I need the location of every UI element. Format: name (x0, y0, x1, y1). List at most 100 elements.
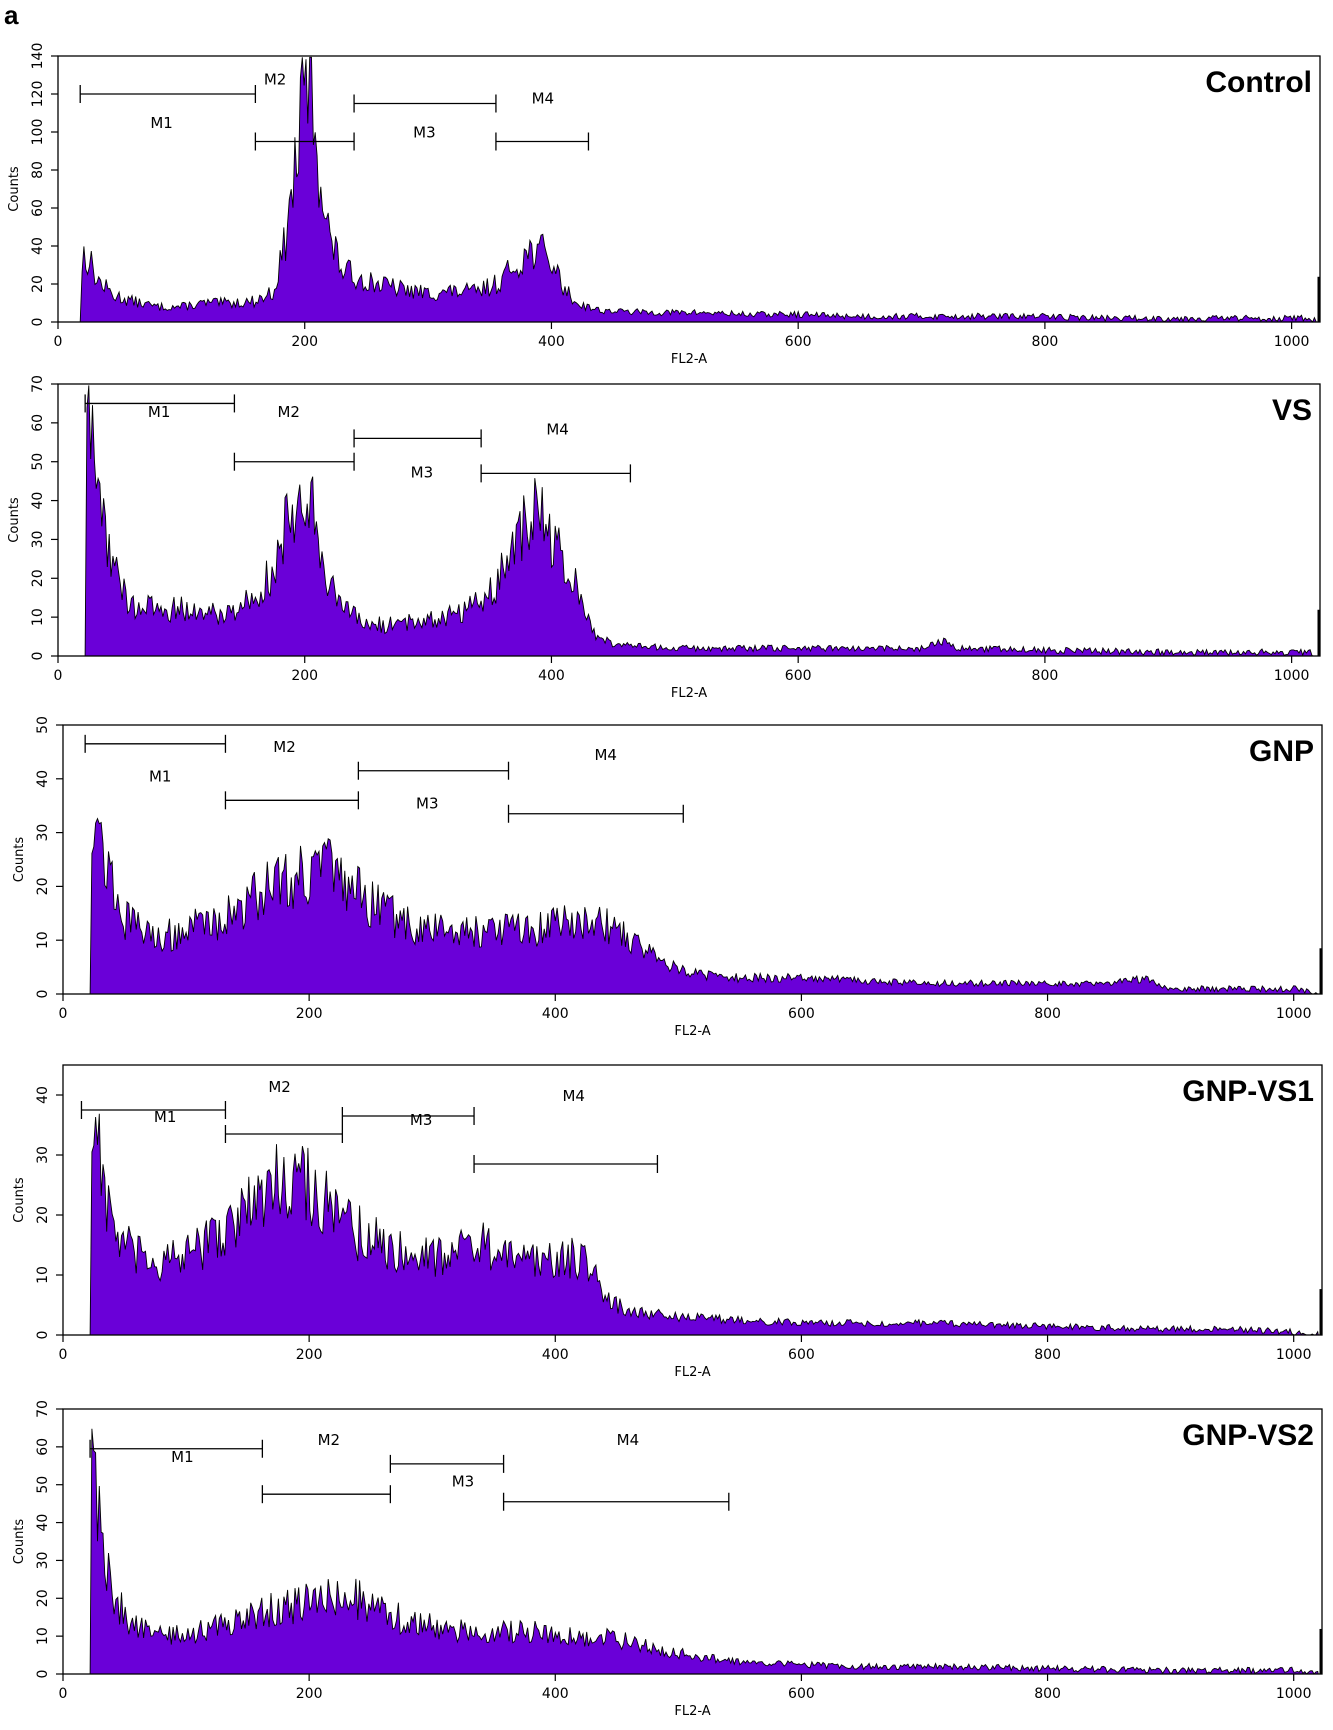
gate-marker-m1: M1 (84, 734, 227, 785)
gate-label: M3 (413, 124, 436, 142)
y-tick-label: 70 (30, 375, 46, 393)
x-tick-label: 0 (54, 668, 63, 684)
gate-marker-m3: M3 (389, 1454, 505, 1491)
y-tick-label: 20 (35, 1589, 51, 1607)
plot-frame (62, 724, 1323, 995)
x-tick-label: 200 (291, 668, 318, 684)
x-tick-label: 200 (296, 1006, 323, 1022)
y-axis-title: Counts (7, 497, 22, 543)
histogram-area (79, 56, 1317, 323)
x-axis-title: FL2-A (674, 1704, 710, 1719)
x-tick-label: 200 (291, 334, 318, 350)
gate-marker-m2: M2 (224, 1078, 344, 1143)
histogram-area (89, 817, 1319, 995)
sample-title: VS (1272, 394, 1312, 427)
x-tick-label: 400 (538, 334, 565, 350)
x-tick-label: 1000 (1276, 1686, 1312, 1702)
y-tick-label: 40 (30, 237, 46, 255)
gate-label: M1 (148, 403, 171, 421)
gate-label: M3 (411, 463, 434, 481)
x-axis-title: FL2-A (671, 686, 707, 701)
x-tick-label: 1000 (1274, 668, 1310, 684)
x-tick-label: 600 (788, 1347, 815, 1363)
gate-label: M4 (546, 421, 569, 439)
x-tick-label: 1000 (1276, 1347, 1312, 1363)
x-tick-label: 200 (296, 1686, 323, 1702)
gate-label: M4 (594, 746, 617, 764)
gate-marker-m2: M2 (233, 403, 355, 471)
x-tick-label: 800 (1034, 1686, 1061, 1702)
histogram-panel-5: 0 200 400 600 800 1000 0 10 20 30 40 50 60 70 FL2-A Cou… (12, 1400, 1323, 1719)
x-tick-label: 0 (59, 1347, 68, 1363)
gate-label: M2 (264, 71, 287, 89)
y-tick-label: 0 (35, 990, 51, 999)
y-axis-title: Counts (7, 166, 22, 212)
y-axis-title: Counts (12, 1177, 27, 1223)
x-tick-label: 0 (59, 1006, 68, 1022)
x-axis-title: FL2-A (674, 1024, 710, 1039)
histogram-panel-4: 0 200 400 600 800 1000 0 10 20 30 40 FL2-A Counts GNP… (12, 1064, 1323, 1380)
y-axis-title: Counts (12, 1519, 27, 1565)
gate-marker-m2: M2 (261, 1431, 392, 1504)
gate-label: M2 (273, 738, 296, 756)
gate-marker-m4: M4 (502, 1431, 730, 1511)
gate-label: M1 (154, 1108, 177, 1126)
gate-label: M1 (171, 1448, 194, 1466)
y-tick-label: 40 (35, 770, 51, 788)
gate-marker-m3: M3 (353, 94, 497, 142)
x-axis-title: FL2-A (671, 352, 707, 367)
y-tick-label: 120 (30, 81, 46, 108)
x-tick-label: 200 (296, 1347, 323, 1363)
gate-label: M3 (416, 794, 439, 812)
gate-marker-m3: M3 (357, 761, 510, 812)
x-tick-label: 0 (54, 334, 63, 350)
x-tick-label: 600 (785, 668, 812, 684)
gate-marker-m4: M4 (495, 90, 590, 151)
y-tick-label: 20 (35, 1206, 51, 1224)
sample-title: GNP-VS1 (1182, 1075, 1314, 1108)
histogram-panel-1: 0 200 400 600 800 1000 0 20 40 60 80 100 120 140 FL2-A… (7, 43, 1321, 367)
gate-label: M3 (452, 1473, 475, 1491)
gate-label: M1 (149, 767, 172, 785)
x-tick-label: 1000 (1274, 334, 1310, 350)
y-tick-label: 10 (35, 1627, 51, 1645)
y-tick-label: 20 (30, 569, 46, 587)
gate-marker-m3: M3 (353, 429, 482, 481)
gate-marker-m4: M4 (473, 1087, 659, 1173)
gate-label: M2 (268, 1078, 291, 1096)
gate-label: M4 (532, 90, 555, 108)
y-tick-label: 30 (35, 1146, 51, 1164)
x-tick-label: 800 (1032, 334, 1059, 350)
sample-title: Control (1205, 66, 1312, 99)
gate-marker-m1: M1 (89, 1439, 264, 1466)
gate-marker-m1: M1 (80, 1101, 227, 1126)
panel-label: a (4, 0, 19, 30)
y-tick-label: 10 (30, 608, 46, 626)
y-tick-label: 40 (30, 492, 46, 510)
plot-frame (62, 1064, 1323, 1336)
gate-label: M4 (617, 1431, 640, 1449)
gate-label: M4 (562, 1087, 585, 1105)
y-tick-label: 30 (35, 824, 51, 842)
sample-title: GNP (1249, 735, 1314, 768)
y-tick-label: 0 (35, 1670, 51, 1679)
y-tick-label: 30 (35, 1552, 51, 1570)
y-tick-label: 50 (30, 453, 46, 471)
y-tick-label: 10 (35, 1266, 51, 1284)
x-axis-title: FL2-A (674, 1365, 710, 1380)
y-tick-label: 30 (30, 531, 46, 549)
gate-label: M2 (277, 403, 300, 421)
plot-frame (57, 55, 1321, 323)
histogram-area (89, 1113, 1319, 1336)
gate-marker-m4: M4 (480, 421, 632, 483)
x-tick-label: 400 (542, 1686, 569, 1702)
y-tick-label: 50 (35, 716, 51, 734)
x-tick-label: 800 (1032, 668, 1059, 684)
y-tick-label: 20 (35, 877, 51, 895)
y-tick-label: 0 (30, 652, 46, 661)
y-tick-label: 60 (30, 414, 46, 432)
histogram-panel-2: 0 200 400 600 800 1000 0 10 20 30 40 50 60 70 FL2-A Cou… (7, 375, 1321, 701)
y-tick-label: 60 (35, 1438, 51, 1456)
x-tick-label: 0 (59, 1686, 68, 1702)
